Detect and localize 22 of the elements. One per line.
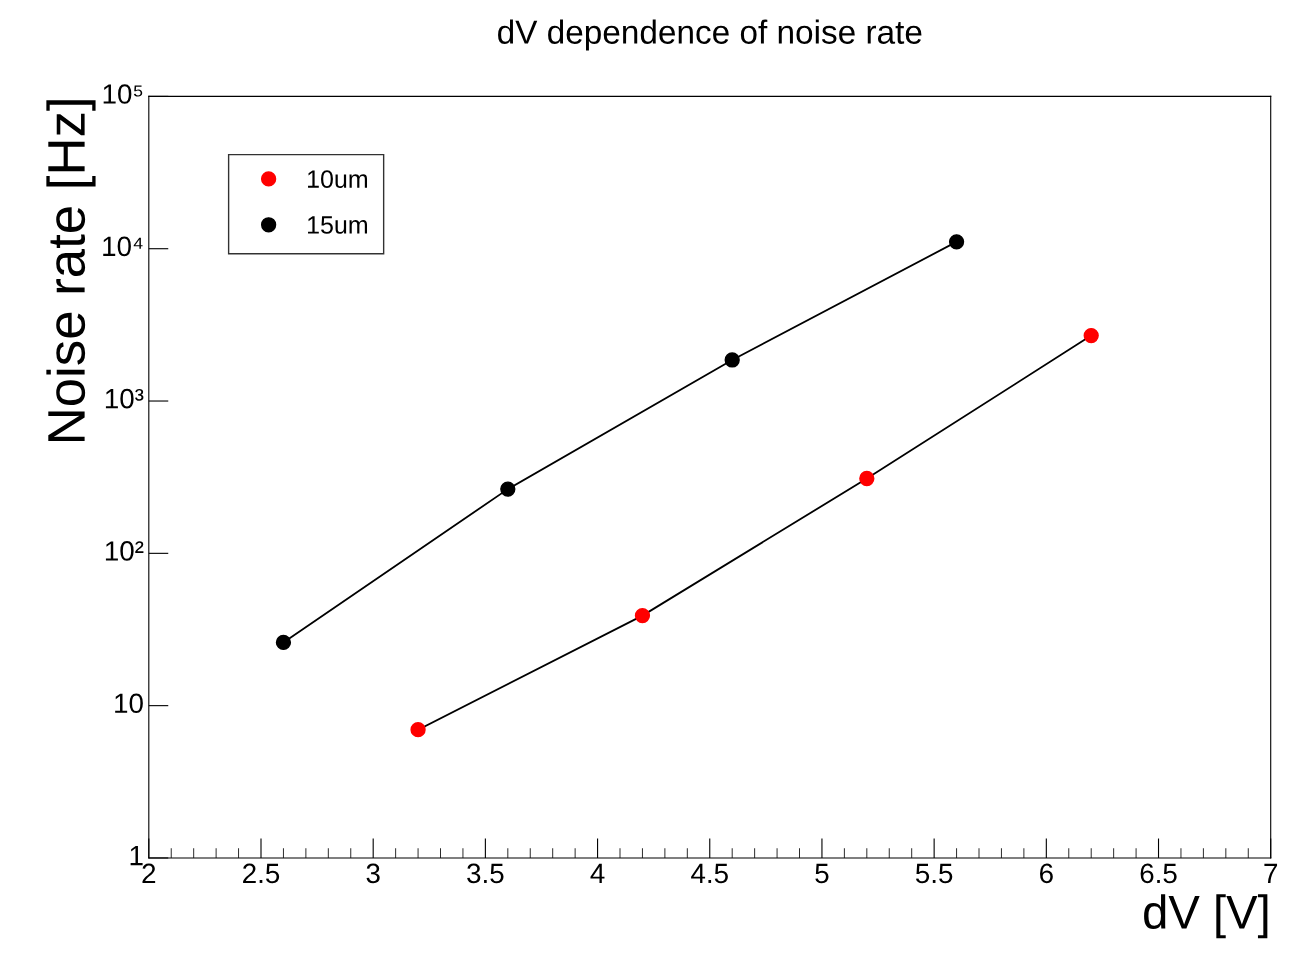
y-axis-title: Noise rate [Hz] bbox=[46, 100, 96, 442]
x-axis-title: dV [V] bbox=[1144, 894, 1268, 939]
y-tick-label: 1 bbox=[130, 846, 143, 866]
x-tick-label: 3.5 bbox=[467, 863, 504, 884]
x-tick-label: 4 bbox=[590, 863, 605, 883]
x-tick-label: 2.5 bbox=[243, 863, 280, 884]
y-tick-label: 10³ bbox=[105, 388, 144, 409]
x-tick-label: 2 bbox=[142, 863, 156, 883]
y-tick-label: 10⁴ bbox=[103, 236, 143, 257]
y-tick-label: 10² bbox=[105, 541, 144, 561]
x-tick-label: 7 bbox=[1264, 863, 1278, 883]
legend-label: 15um bbox=[308, 216, 368, 234]
x-tick-label: 6 bbox=[1040, 863, 1053, 884]
x-tick-label: 6.5 bbox=[1140, 863, 1177, 884]
x-tick-label: 5 bbox=[815, 863, 829, 884]
y-tick-label: 10⁵ bbox=[103, 84, 143, 104]
chart-title: dV dependence of noise rate bbox=[498, 19, 922, 51]
legend-label: 10um bbox=[308, 170, 368, 188]
x-tick-label: 3 bbox=[366, 863, 380, 884]
x-tick-label: 4.5 bbox=[691, 863, 728, 884]
y-tick-label: 10 bbox=[115, 693, 143, 714]
x-tick-label: 5.5 bbox=[915, 863, 953, 884]
